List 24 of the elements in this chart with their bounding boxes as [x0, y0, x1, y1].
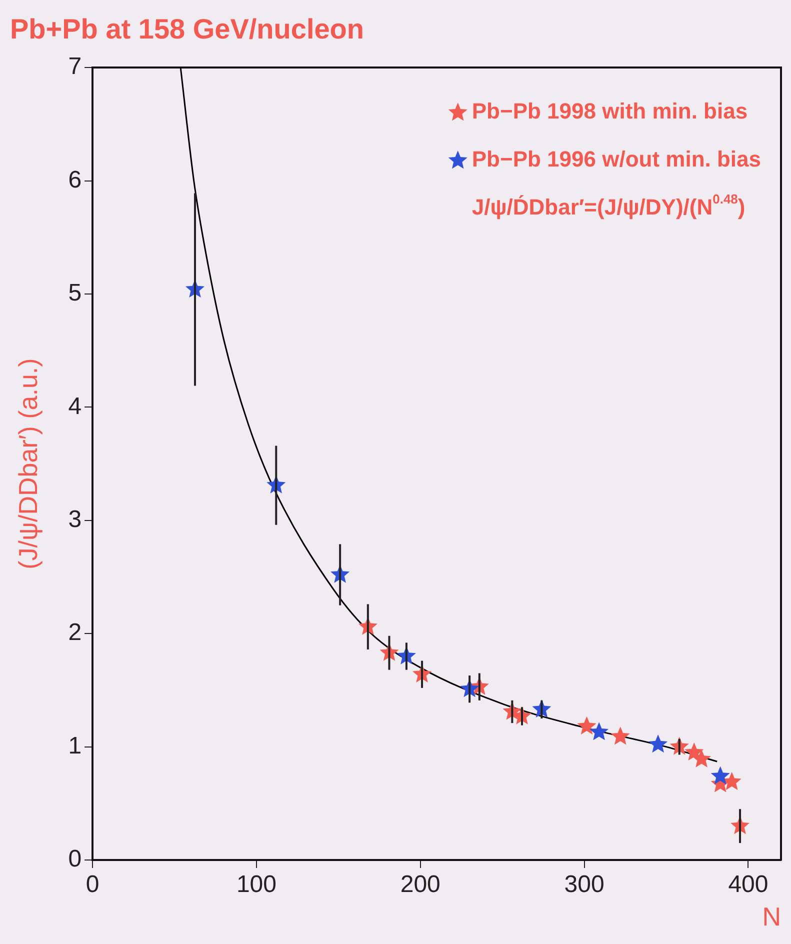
x-tick-label: 400: [728, 871, 768, 898]
y-tick-label: 0: [68, 846, 82, 873]
point: [648, 734, 668, 753]
point: [692, 749, 712, 768]
x-tick-label: 0: [86, 871, 100, 898]
y-tick-label: 3: [68, 506, 82, 534]
point: [710, 766, 730, 784]
x-tick-label: 300: [564, 871, 604, 898]
legend-label: Pb−Pb 1998 with min. bias: [472, 98, 748, 124]
y-tick-label: 6: [68, 166, 82, 194]
point: [590, 722, 609, 740]
y-tick-label: 2: [68, 619, 82, 646]
x-axis-title: N: [762, 902, 781, 932]
chart-title: Pb+Pb at 158 GeV/nucleon: [10, 14, 364, 45]
x-tick-label: 200: [400, 871, 440, 898]
y-tick-label: 4: [68, 392, 82, 420]
y-tick-label: 7: [68, 53, 82, 80]
y-tick-label: 1: [68, 732, 82, 760]
y-tick-label: 5: [68, 280, 82, 307]
legend-label: Pb−Pb 1996 w/out min. bias: [472, 146, 762, 172]
point: [577, 716, 596, 735]
y-axis-title: (J/ψ/DDbar′) (a.u.): [12, 358, 43, 570]
x-tick-label: 100: [236, 871, 276, 898]
point: [610, 726, 630, 745]
